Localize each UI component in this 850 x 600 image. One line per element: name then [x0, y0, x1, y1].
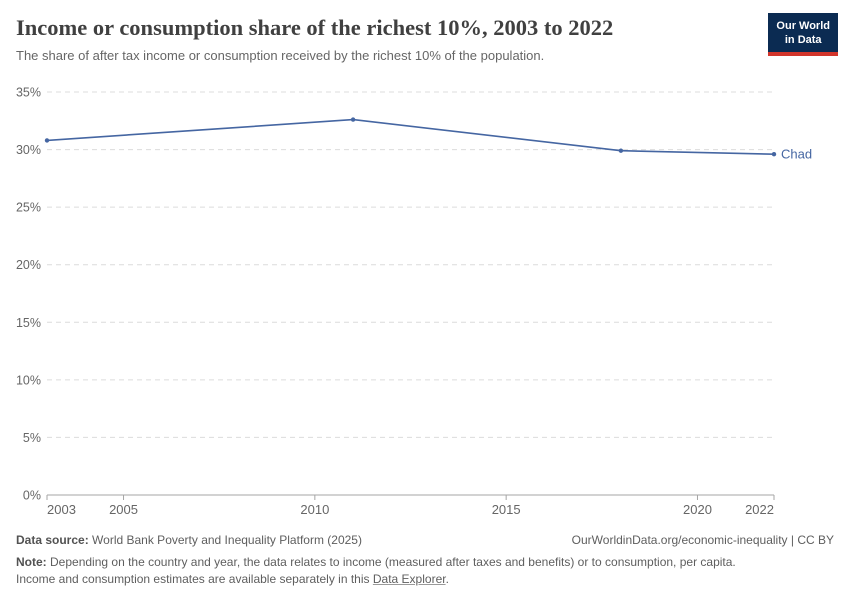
x-tick-label: 2010 [300, 502, 329, 517]
y-tick-label: 25% [16, 201, 41, 215]
chart-subtitle: The share of after tax income or consump… [16, 48, 545, 63]
x-tick-label: 2003 [47, 502, 76, 517]
series-line-chad[interactable] [46, 118, 775, 155]
owid-logo: Our World in Data [768, 13, 838, 56]
y-tick-label: 30% [16, 143, 41, 157]
data-source-line: Data source: World Bank Poverty and Ineq… [16, 533, 362, 547]
y-tick-label: 35% [16, 86, 41, 100]
note-text-1: Depending on the country and year, the d… [50, 555, 736, 569]
footer-source-row: Data source: World Bank Poverty and Ineq… [16, 533, 834, 547]
series-label-chad[interactable]: Chad [781, 147, 812, 162]
attribution-link[interactable]: OurWorldinData.org/economic-inequality |… [571, 533, 834, 547]
owid-logo-line1: Our World [776, 20, 830, 32]
note-text-2: Income and consumption estimates are ava… [16, 571, 370, 586]
y-tick-label: 20% [16, 258, 41, 272]
data-source-value: World Bank Poverty and Inequality Platfo… [92, 533, 362, 547]
chart-header: Income or consumption share of the riche… [16, 14, 755, 65]
footer: Data source: World Bank Poverty and Ineq… [16, 533, 834, 588]
owid-logo-line2: in Data [784, 34, 822, 47]
x-tick-label: 2020 [683, 502, 712, 517]
data-source-label: Data source: [16, 533, 89, 547]
data-point[interactable] [618, 148, 624, 153]
x-tick-label: 2015 [492, 502, 521, 517]
note-label: Note: [16, 555, 47, 569]
note-line1: Note: Depending on the country and year,… [16, 554, 834, 571]
note-suffix: . [445, 571, 449, 586]
data-explorer-link[interactable]: Data Explorer [372, 571, 446, 586]
x-tick-label: 2022 [745, 502, 774, 517]
page-title: Income or consumption share of the riche… [16, 15, 614, 40]
y-tick-label: 0% [23, 489, 41, 503]
y-tick-label: 15% [16, 316, 41, 330]
data-point[interactable] [350, 117, 356, 122]
x-tick-label: 2005 [109, 502, 138, 517]
footer-note: Note: Depending on the country and year,… [16, 554, 834, 588]
data-point[interactable] [44, 138, 50, 143]
data-point[interactable] [771, 152, 777, 157]
y-tick-label: 5% [23, 431, 41, 445]
y-tick-label: 10% [16, 373, 41, 387]
note-line2: Income and consumption estimates are ava… [16, 571, 834, 588]
